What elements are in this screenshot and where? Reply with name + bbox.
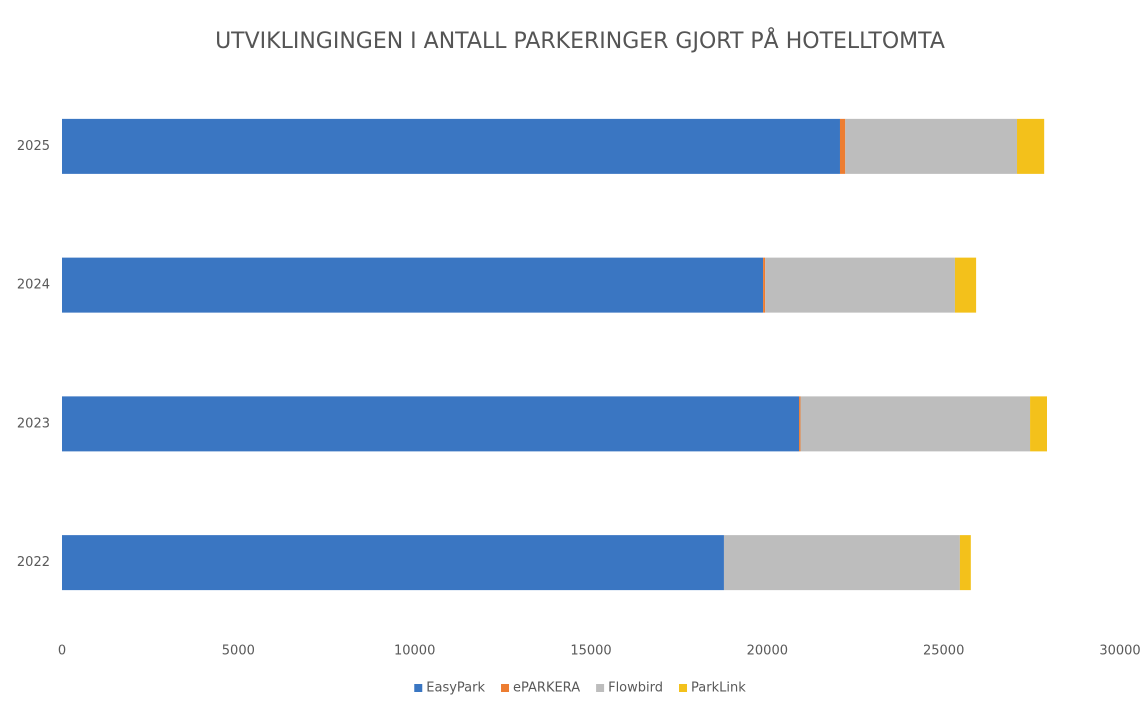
- legend-label: Flowbird: [608, 681, 663, 696]
- bar-segment: [800, 396, 1031, 452]
- y-tick-label: 2023: [17, 416, 50, 431]
- y-tick-label: 2025: [17, 139, 50, 154]
- x-tick-label: 20000: [747, 644, 788, 659]
- bar-segment: [839, 118, 846, 174]
- x-tick-label: 15000: [570, 644, 611, 659]
- chart-title: UTVIKLINGINGEN I ANTALL PARKERINGER GJOR…: [215, 27, 945, 54]
- legend-swatch: [679, 684, 688, 692]
- bar-segment: [723, 535, 960, 591]
- x-tick-label: 0: [58, 644, 66, 659]
- x-tick-label: 30000: [1099, 644, 1140, 659]
- bar-segment: [62, 257, 764, 313]
- x-tick-label: 25000: [923, 644, 964, 659]
- bar-segment: [845, 118, 1018, 174]
- bar-segment: [62, 535, 724, 591]
- y-tick-label: 2022: [17, 555, 50, 570]
- bar-segment: [763, 257, 766, 313]
- legend-label: ePARKERA: [513, 681, 580, 696]
- legend-swatch: [596, 684, 605, 692]
- legend-label: EasyPark: [426, 681, 485, 696]
- bar-segment: [62, 396, 800, 452]
- bar-segment: [1030, 396, 1047, 452]
- bar-segment: [799, 396, 801, 452]
- legend-swatch: [414, 684, 423, 692]
- bar-segment: [1017, 118, 1045, 174]
- bar-segment: [959, 535, 971, 591]
- legend-swatch: [501, 684, 510, 692]
- y-tick-label: 2024: [17, 278, 50, 293]
- x-tick-label: 5000: [222, 644, 255, 659]
- bar-segment: [954, 257, 977, 313]
- x-tick-label: 10000: [394, 644, 435, 659]
- bar-segment: [62, 118, 840, 174]
- legend-label: ParkLink: [691, 681, 746, 696]
- bar-segment: [765, 257, 955, 313]
